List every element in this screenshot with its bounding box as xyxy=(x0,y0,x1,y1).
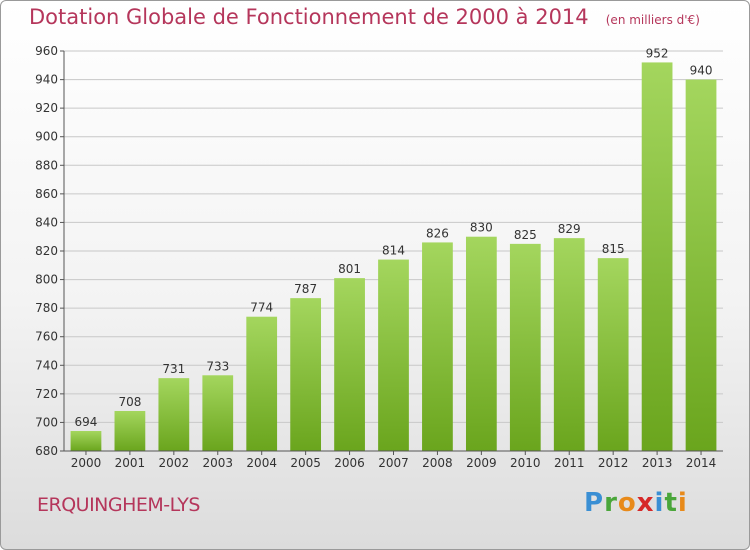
data-label: 815 xyxy=(602,242,625,256)
bar xyxy=(334,278,365,451)
data-label: 825 xyxy=(514,228,537,242)
y-tick-label: 940 xyxy=(35,73,58,87)
data-label: 801 xyxy=(338,262,361,276)
bar xyxy=(70,431,102,451)
logo-letter: P xyxy=(584,488,605,518)
x-tick-label: 2010 xyxy=(510,456,541,470)
x-tick-label: 2007 xyxy=(378,456,409,470)
logo-letter: i xyxy=(654,488,665,518)
x-tick-label: 2000 xyxy=(71,456,102,470)
y-tick-label: 860 xyxy=(35,187,58,201)
x-tick-label: 2012 xyxy=(598,456,629,470)
y-tick-label: 680 xyxy=(35,444,58,458)
data-label: 694 xyxy=(75,415,98,429)
bar xyxy=(597,258,629,451)
bar xyxy=(202,375,234,451)
logo-letter: x xyxy=(636,488,655,518)
y-tick-label: 700 xyxy=(35,415,58,429)
y-tick-label: 740 xyxy=(35,358,58,372)
x-tick-label: 2004 xyxy=(246,456,277,470)
x-tick-label: 2009 xyxy=(466,456,497,470)
chart-title-block: Dotation Globale de Fonctionnement de 20… xyxy=(29,5,700,29)
bar xyxy=(246,316,278,451)
y-axis-ticks: 680 700 720 740 760 780 800 820 840 860 880 900 920 9… xyxy=(35,44,64,458)
data-label: 708 xyxy=(118,395,141,409)
chart-unit: (en milliers d'€) xyxy=(605,13,700,27)
bars xyxy=(70,62,717,452)
data-label: 829 xyxy=(558,222,581,236)
y-tick-label: 880 xyxy=(35,158,58,172)
bar xyxy=(378,259,409,451)
y-tick-label: 840 xyxy=(35,215,58,229)
y-tick-label: 960 xyxy=(35,44,58,58)
logo-letter: i xyxy=(677,488,688,518)
y-tick-label: 800 xyxy=(35,273,58,287)
city-name: ERQUINGHEM-LYS xyxy=(37,494,200,516)
logo-letter: r xyxy=(604,488,618,518)
x-tick-label: 2001 xyxy=(115,456,146,470)
chart-title: Dotation Globale de Fonctionnement de 20… xyxy=(29,5,589,29)
data-label: 826 xyxy=(426,226,449,240)
proxiti-logo[interactable]: Proxiti xyxy=(584,488,688,518)
x-axis-ticks: 2000 2001 2002 2003 2004 2005 2006 2007 2008 2009… xyxy=(71,451,717,470)
x-tick-label: 2006 xyxy=(334,456,365,470)
bar xyxy=(465,236,497,451)
y-tick-label: 780 xyxy=(35,301,58,315)
x-tick-label: 2005 xyxy=(290,456,321,470)
bar xyxy=(114,411,146,451)
x-tick-label: 2003 xyxy=(202,456,233,470)
data-label: 774 xyxy=(250,301,273,315)
data-label: 731 xyxy=(162,362,185,376)
logo-letter: o xyxy=(617,488,637,518)
bar xyxy=(158,378,190,451)
x-tick-label: 2013 xyxy=(642,456,673,470)
bar xyxy=(509,243,541,451)
data-label: 940 xyxy=(690,64,713,78)
bar xyxy=(422,242,453,451)
x-tick-label: 2002 xyxy=(159,456,190,470)
bar xyxy=(553,238,585,451)
y-tick-label: 760 xyxy=(35,330,58,344)
logo-letter: t xyxy=(664,488,678,518)
y-tick-label: 820 xyxy=(35,244,58,258)
data-labels: 694 708 731 733 774 787 801 814 826 830 825 829 815 9… xyxy=(75,46,713,429)
data-label: 787 xyxy=(294,282,317,296)
bar xyxy=(290,298,322,451)
bar xyxy=(641,62,673,452)
x-tick-label: 2008 xyxy=(422,456,453,470)
bar xyxy=(685,79,717,452)
x-tick-label: 2011 xyxy=(554,456,585,470)
data-label: 952 xyxy=(646,46,669,60)
data-label: 814 xyxy=(382,244,405,258)
y-tick-label: 720 xyxy=(35,387,58,401)
y-tick-label: 900 xyxy=(35,130,58,144)
data-label: 733 xyxy=(206,359,229,373)
x-tick-label: 2014 xyxy=(686,456,717,470)
data-label: 830 xyxy=(470,221,493,235)
y-tick-label: 920 xyxy=(35,101,58,115)
